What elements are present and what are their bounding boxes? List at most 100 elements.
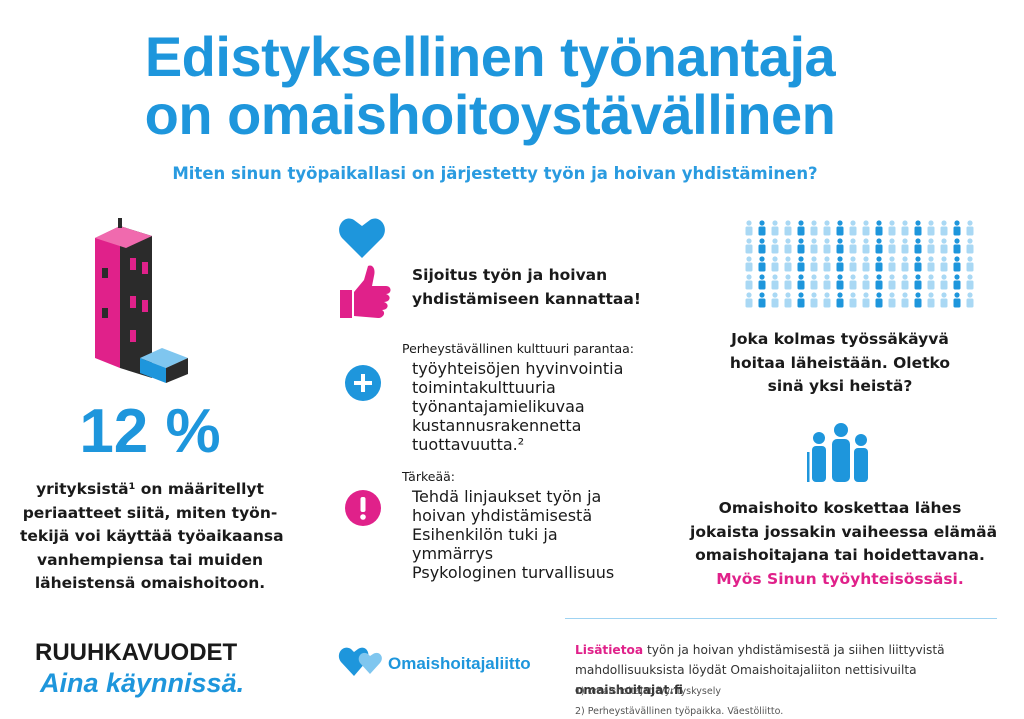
person-icon <box>901 274 909 290</box>
family-icon <box>807 423 868 482</box>
person-icon <box>823 292 831 308</box>
headline-line: Sijoitus työn ja hoivan <box>412 266 608 284</box>
person-icon <box>875 238 883 254</box>
person-icon <box>966 256 974 272</box>
statement: Omaishoito koskettaa lähes jokaista jossa… <box>690 497 998 568</box>
list-item: työyhteisöjen hyvinvointia <box>412 359 624 378</box>
highlight: Myös Sinun työyhteisössäsi. <box>716 570 964 588</box>
person-icon <box>849 256 857 272</box>
person-icon <box>771 274 779 290</box>
person-icon <box>862 274 870 290</box>
person-icon <box>953 292 961 308</box>
person-icon <box>888 220 896 236</box>
person-icon <box>914 220 922 236</box>
person-icon <box>836 220 844 236</box>
person-icon <box>771 256 779 272</box>
info-link: omaishoitajat.fi <box>575 683 683 697</box>
person-icon <box>940 238 948 254</box>
person-icon <box>888 274 896 290</box>
person-icon <box>823 220 831 236</box>
person-icon <box>797 274 805 290</box>
list-item: Esihenkilön tuki ja ymmärrys <box>412 525 558 563</box>
info-text: työn ja hoivan yhdistämisestä ja siihen … <box>575 643 945 677</box>
person-icon <box>953 220 961 236</box>
divider <box>565 618 997 619</box>
text-line: läheistensä omaishoitoon. <box>34 574 266 592</box>
exclamation-icon <box>345 490 381 526</box>
person-icon <box>823 256 831 272</box>
question-line: sinä yksi heistä? <box>767 377 913 395</box>
person-icon <box>810 292 818 308</box>
person-icon <box>797 256 805 272</box>
text-line: yrityksistä¹ on määritellyt <box>36 480 264 498</box>
person-icon <box>745 292 753 308</box>
important-title: Tärkeää: <box>402 469 455 484</box>
text-line: vanhempiensa tai muiden <box>36 550 264 569</box>
person-icon <box>888 256 896 272</box>
house-front <box>166 358 188 383</box>
person-icon <box>940 292 948 308</box>
person-icon <box>888 292 896 308</box>
person-icon <box>771 238 779 254</box>
building-roof <box>95 226 152 248</box>
person-icon <box>966 274 974 290</box>
left-text: yrityksistä¹ on määritellyt periaatteet s… <box>20 478 284 596</box>
subtitle: Miten sinun työpaikallasi on järjestetty… <box>172 164 818 183</box>
person-icon <box>771 292 779 308</box>
tagline: Aina käynnissä. <box>40 668 245 698</box>
person-icon <box>901 220 909 236</box>
person-icon <box>966 292 974 308</box>
chimney <box>118 218 122 228</box>
person-icon <box>862 292 870 308</box>
person-icon <box>771 220 779 236</box>
heart <box>339 218 385 258</box>
org-name: Omaishoitajaliitto <box>388 654 531 673</box>
person-icon <box>745 256 753 272</box>
person-icon <box>901 238 909 254</box>
list-item: tuottavuutta.² <box>412 435 525 454</box>
headline: Sijoitus työn ja hoivan yhdistämiseen kan… <box>412 264 641 311</box>
benefits-title: Perheystävällinen kulttuuri parantaa: <box>402 341 635 356</box>
person-icon <box>966 238 974 254</box>
person-icon <box>745 238 753 254</box>
person-icon <box>745 274 753 290</box>
person-icon <box>940 274 948 290</box>
text-line: periaatteet siitä, miten työn- <box>22 503 278 522</box>
info-lead: Lisätietoa <box>575 643 644 657</box>
person-icon <box>810 220 818 236</box>
benefits-list: työyhteisöjen hyvinvointia toimintakulttu… <box>400 359 623 454</box>
person-icon <box>953 274 961 290</box>
building-side <box>95 226 120 368</box>
person-icon <box>810 256 818 272</box>
person-icon <box>849 220 857 236</box>
person-icon <box>836 256 844 272</box>
person-icon <box>914 274 922 290</box>
person-icon <box>810 274 818 290</box>
person-icon <box>875 292 883 308</box>
person-icon <box>862 256 870 272</box>
people-grid <box>745 220 974 308</box>
person-icon <box>888 238 896 254</box>
person-icon <box>797 238 805 254</box>
statement-line: Omaishoito koskettaa lähes <box>718 499 962 517</box>
list-item: työnantajamielikuvaa <box>412 397 585 416</box>
person-icon <box>940 256 948 272</box>
question-line: Joka kolmas työssäkäyvä <box>731 330 949 348</box>
person-icon <box>797 292 805 308</box>
list-item: toimintakulttuuria <box>412 378 556 397</box>
person-icon <box>875 274 883 290</box>
person-icon <box>927 256 935 272</box>
person-icon <box>823 274 831 290</box>
person-icon <box>914 256 922 272</box>
title-line: Edistyksellinen työnantaja <box>144 25 836 88</box>
person-icon <box>758 238 766 254</box>
person-icon <box>758 292 766 308</box>
person-icon <box>940 220 948 236</box>
statement-line: jokaista jossakin vaiheessa elämää <box>690 522 998 541</box>
person-icon <box>836 292 844 308</box>
stat-value: 12 % <box>79 397 221 466</box>
person-icon <box>875 256 883 272</box>
person-icon <box>901 256 909 272</box>
text-line: tekijä voi käyttää työaikaansa <box>20 527 284 545</box>
